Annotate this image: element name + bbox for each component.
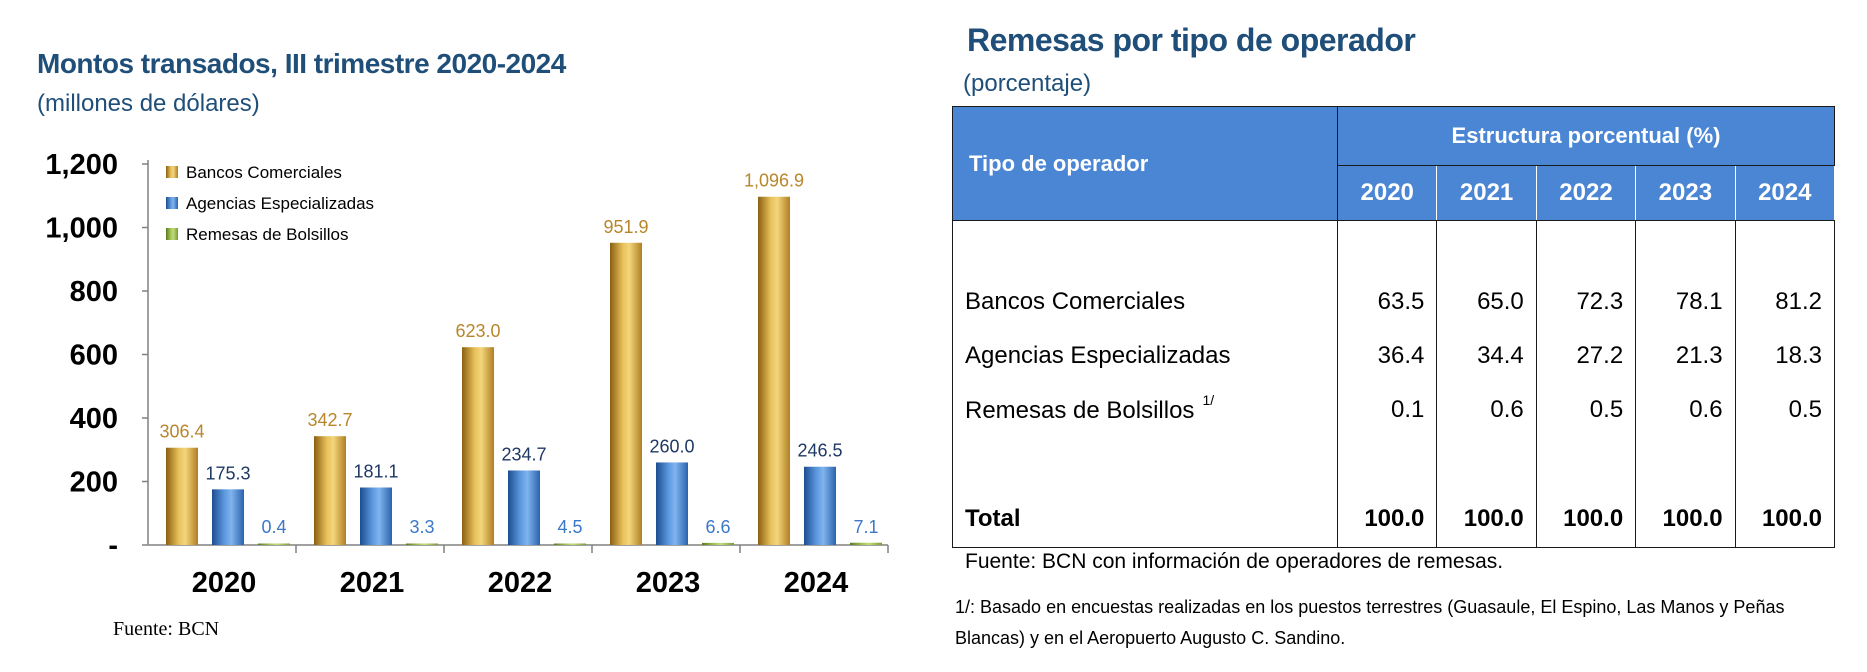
- cell-value: 0.1: [1336, 383, 1438, 437]
- bar: [462, 347, 494, 545]
- bar: [166, 447, 198, 545]
- table-row: Remesas de Bolsillos 1/ 0.1 0.6 0.5 0.6 0…: [952, 383, 1836, 437]
- bar: [212, 489, 244, 545]
- cell-value: 0.5: [1535, 383, 1637, 437]
- cell-value: 18.3: [1734, 329, 1836, 383]
- cell-value: 81.2: [1734, 275, 1836, 329]
- cell-value: 36.4: [1336, 329, 1438, 383]
- header-year: 2023: [1635, 165, 1736, 221]
- data-label: 306.4: [159, 422, 204, 442]
- table-row: Agencias Especializadas 36.4 34.4 27.2 2…: [952, 329, 1836, 383]
- y-tick-label: 200: [70, 467, 118, 499]
- total-value: 100.0: [1635, 491, 1736, 548]
- footnote-marker: 1/: [1202, 391, 1215, 408]
- x-tick-label: 2020: [192, 567, 257, 599]
- total-label: Total: [952, 491, 1338, 548]
- legend-label: Agencias Especializadas: [186, 194, 374, 213]
- chart-title: Montos transados, III trimestre 2020-202…: [37, 48, 566, 79]
- y-tick-label: 400: [70, 403, 118, 435]
- data-label: 181.1: [353, 462, 398, 482]
- bar: [554, 543, 586, 545]
- row-label: Agencias Especializadas: [952, 329, 1338, 383]
- data-label: 246.5: [797, 441, 842, 461]
- bar-chart: - 200 400 600 800 1,000 1,200 306.4 175.3 0.4 2020…: [45, 149, 889, 599]
- header-year: 2024: [1734, 165, 1836, 221]
- data-label: 1,096.9: [744, 171, 804, 191]
- cell-value: 21.3: [1635, 329, 1736, 383]
- cell-value: 34.4: [1436, 329, 1537, 383]
- total-value: 100.0: [1436, 491, 1537, 548]
- cell-value: 27.2: [1535, 329, 1637, 383]
- data-label: 623.0: [455, 321, 500, 341]
- table-title: Remesas por tipo de operador: [967, 22, 1416, 58]
- data-label: 3.3: [409, 517, 434, 537]
- x-tick-label: 2023: [636, 567, 701, 599]
- cell-value: 0.5: [1734, 383, 1836, 437]
- bar: [360, 487, 392, 545]
- legend-swatch: [166, 228, 178, 240]
- cell-value: 72.3: [1535, 275, 1637, 329]
- y-tick-label: -: [108, 530, 118, 562]
- header-year: 2020: [1336, 165, 1438, 221]
- x-tick-label: 2022: [488, 567, 553, 599]
- cell-value: 0.6: [1436, 383, 1537, 437]
- bar: [850, 542, 882, 545]
- bar: [804, 466, 836, 545]
- total-value: 100.0: [1535, 491, 1637, 548]
- header-group: Estructura porcentual (%): [1337, 106, 1835, 166]
- y-tick-label: 800: [70, 276, 118, 308]
- chart-source: Fuente: BCN: [113, 618, 220, 640]
- chart-subtitle: (millones de dólares): [37, 90, 260, 117]
- operator-table: Tipo de operador Estructura porcentual (…: [952, 106, 1836, 548]
- data-label: 6.6: [705, 517, 730, 537]
- y-tick-label: 1,000: [45, 213, 118, 245]
- x-tick-label: 2021: [340, 567, 405, 599]
- table-source: Fuente: BCN con información de operadore…: [965, 550, 1504, 573]
- legend-label: Remesas de Bolsillos: [186, 225, 349, 244]
- bar: [656, 462, 688, 545]
- y-tick-label: 600: [70, 340, 118, 372]
- bar: [758, 196, 790, 545]
- data-label: 0.4: [261, 517, 286, 537]
- x-tick-label: 2024: [784, 567, 849, 599]
- legend-swatch: [166, 166, 178, 178]
- cell-value: 0.6: [1635, 383, 1736, 437]
- data-label: 342.7: [307, 410, 352, 430]
- total-value: 100.0: [1734, 491, 1836, 548]
- header-year: 2022: [1535, 165, 1637, 221]
- header-year: 2021: [1436, 165, 1537, 221]
- cell-value: 78.1: [1635, 275, 1736, 329]
- row-label-text: Remesas de Bolsillos: [965, 396, 1195, 424]
- bar: [702, 542, 734, 545]
- bar: [508, 470, 540, 545]
- total-value: 100.0: [1336, 491, 1438, 548]
- y-tick-label: 1,200: [45, 149, 118, 181]
- data-label: 7.1: [853, 517, 878, 537]
- legend-label: Bancos Comerciales: [186, 163, 342, 182]
- bar: [314, 436, 346, 545]
- table-total-row: Total 100.0 100.0 100.0 100.0 100.0: [952, 491, 1836, 548]
- legend-swatch: [166, 197, 178, 209]
- cell-value: 63.5: [1336, 275, 1438, 329]
- cell-value: 65.0: [1436, 275, 1537, 329]
- data-label: 951.9: [603, 217, 648, 237]
- row-label: Bancos Comerciales: [952, 275, 1338, 329]
- bar: [406, 543, 438, 545]
- table-subtitle: (porcentaje): [963, 70, 1092, 97]
- header-operator: Tipo de operador: [952, 106, 1338, 221]
- row-label: Remesas de Bolsillos 1/: [952, 383, 1338, 437]
- bar: [610, 242, 642, 546]
- data-label: 234.7: [501, 444, 546, 464]
- table-footnote: 1/: Basado en encuestas realizadas en lo…: [955, 597, 1785, 648]
- data-label: 260.0: [649, 436, 694, 456]
- data-label: 175.3: [205, 463, 250, 483]
- data-label: 4.5: [557, 517, 582, 537]
- bar: [258, 543, 290, 545]
- table-row: Bancos Comerciales 63.5 65.0 72.3 78.1 8…: [952, 275, 1836, 329]
